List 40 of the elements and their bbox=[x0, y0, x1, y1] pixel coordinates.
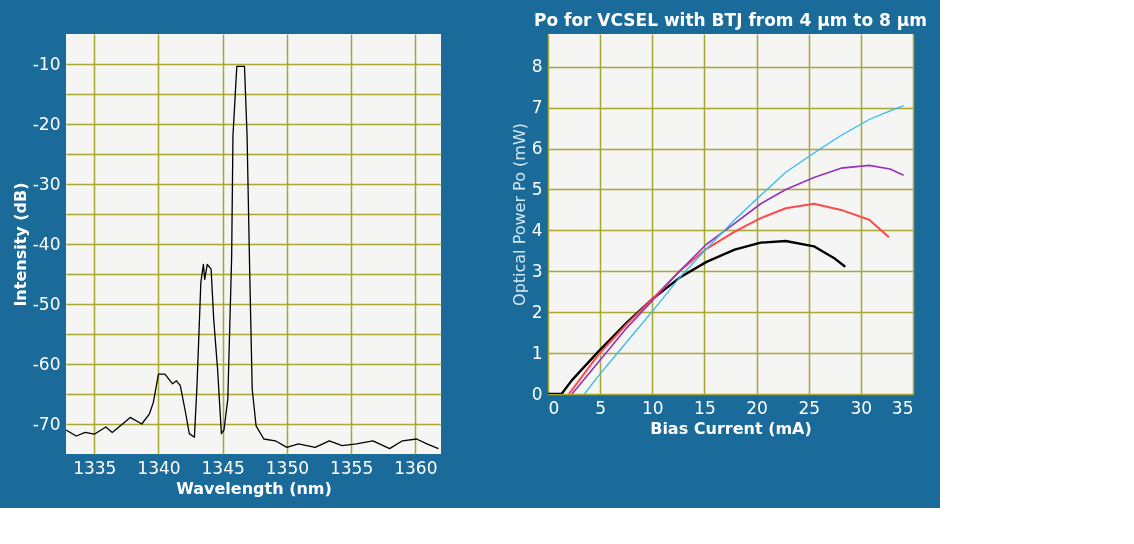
y-axis-title: Optical Power Po (mW) bbox=[509, 123, 529, 306]
line-series bbox=[571, 164, 905, 394]
x-tick-label: 1345 bbox=[201, 457, 245, 478]
line-series bbox=[583, 104, 905, 394]
y-tick-label: 5 bbox=[531, 178, 543, 199]
x-tick-label: 15 bbox=[694, 397, 716, 418]
y-tick-label: 4 bbox=[531, 219, 543, 240]
x-tick-label: 0 bbox=[548, 397, 560, 418]
y-tick-label: -10 bbox=[32, 53, 61, 74]
y-tick-label: 2 bbox=[531, 301, 543, 322]
line-series bbox=[548, 239, 847, 394]
chart-title: Po for VCSEL with BTJ from 4 µm to 8 µm bbox=[533, 10, 928, 30]
y-tick-label: 6 bbox=[531, 138, 543, 159]
x-tick-label: 30 bbox=[850, 397, 873, 418]
x-tick-label: 35 bbox=[891, 397, 914, 418]
y-axis-title: Intensity (dB) bbox=[10, 182, 30, 307]
x-tick-label: 5 bbox=[595, 397, 607, 418]
x-tick-label: 1340 bbox=[137, 457, 181, 478]
x-tick-label: 1350 bbox=[265, 457, 310, 478]
x-tick-label: 1335 bbox=[73, 457, 117, 478]
y-tick-label: -50 bbox=[32, 293, 61, 314]
y-tick-label: 1 bbox=[531, 342, 543, 363]
y-tick-label: -70 bbox=[32, 413, 61, 434]
y-tick-label: 0 bbox=[531, 383, 543, 404]
line-series bbox=[567, 202, 891, 394]
x-axis-title: Wavelength (nm) bbox=[176, 478, 332, 498]
y-tick-label: 3 bbox=[531, 260, 543, 281]
y-tick-label: -20 bbox=[32, 113, 61, 134]
x-tick-label: 1360 bbox=[394, 457, 438, 478]
x-tick-label: 25 bbox=[798, 397, 821, 418]
y-tick-label: 8 bbox=[531, 56, 543, 77]
y-tick-label: 7 bbox=[531, 97, 543, 118]
line-series bbox=[66, 65, 440, 450]
x-axis-title: Bias Current (mA) bbox=[650, 418, 812, 438]
y-tick-label: -40 bbox=[32, 233, 61, 254]
x-tick-label: 1355 bbox=[329, 457, 374, 478]
y-tick-label: -30 bbox=[32, 173, 61, 194]
x-tick-label: 20 bbox=[746, 397, 768, 418]
y-tick-label: -60 bbox=[32, 353, 61, 374]
x-tick-label: 10 bbox=[641, 397, 664, 418]
